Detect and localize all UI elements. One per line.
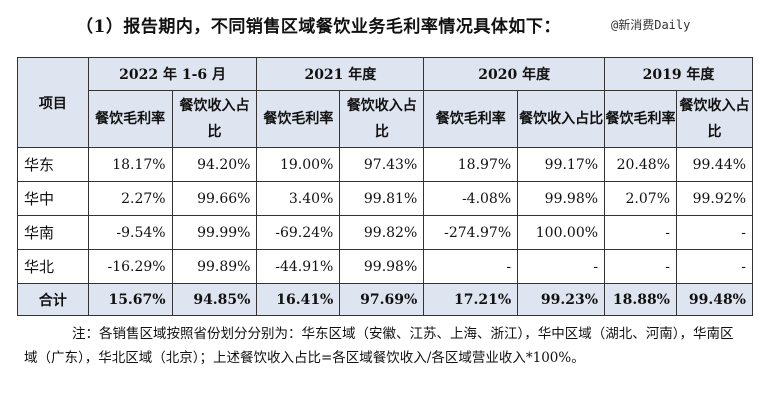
table-cell: -274.97% [423, 215, 519, 250]
table-cell: - [604, 215, 677, 250]
subheader-gross-margin: 餐饮毛利率 [604, 90, 677, 148]
table-cell: 99.82% [339, 215, 425, 250]
row-label: 华南 [17, 215, 89, 250]
table-row: 华中 2.27% 99.66% 3.40% 99.81% -4.08% 99.98% 2.07… [17, 181, 753, 216]
table-cell: -69.24% [256, 215, 341, 250]
table-cell: 97.69% [339, 283, 425, 316]
table-cell: 97.43% [339, 147, 425, 182]
table-cell: 100.00% [517, 215, 606, 250]
table-cell: 99.17% [517, 147, 606, 182]
table-cell: 99.66% [171, 181, 258, 216]
table-cell: 18.17% [87, 147, 173, 182]
table-cell: - [517, 249, 606, 284]
table-cell: 2.07% [604, 181, 677, 216]
row-label: 华中 [17, 181, 89, 216]
period-header: 2021 年度 [256, 57, 425, 91]
table-cell: - [676, 215, 753, 250]
period-header: 2020 年度 [423, 57, 606, 91]
table-cell: 18.88% [604, 283, 677, 316]
table-cell: 99.89% [171, 249, 258, 284]
row-label: 华东 [17, 147, 89, 182]
item-header: 项目 [17, 57, 89, 148]
table-cell: 2.27% [87, 181, 173, 216]
section-title: （1）报告期内，不同销售区域餐饮业务毛利率情况具体如下： [76, 17, 561, 37]
table-cell: 18.97% [423, 147, 519, 182]
subheader-revenue-share: 餐饮收入占比 [676, 90, 753, 148]
row-label: 合计 [17, 283, 89, 316]
table-cell: 99.44% [676, 147, 753, 182]
subheader-revenue-share: 餐饮收入占比 [171, 90, 258, 148]
table-cell: 16.41% [256, 283, 341, 316]
row-label: 华北 [17, 249, 89, 284]
watermark-label: @新消费Daily [611, 18, 691, 32]
subheader-gross-margin: 餐饮毛利率 [87, 90, 173, 148]
table-cell: -4.08% [423, 181, 519, 216]
table-cell: 99.98% [339, 249, 425, 284]
table-cell: 17.21% [423, 283, 519, 316]
period-header: 2019 年度 [604, 57, 753, 91]
gross-margin-table: 项目 2022 年 1-6 月 2021 年度 2020 年度 2019 年度 … [17, 57, 753, 316]
table-cell: 99.98% [517, 181, 606, 216]
table-row: 华东 18.17% 94.20% 19.00% 97.43% 18.97% 99.17% 20… [17, 147, 753, 182]
table-cell: 20.48% [604, 147, 677, 182]
table-cell: 19.00% [256, 147, 341, 182]
table-cell: 99.48% [676, 283, 753, 316]
table-cell: - [676, 249, 753, 284]
table-cell: 15.67% [87, 283, 173, 316]
table-cell: 99.92% [676, 181, 753, 216]
table-cell: - [423, 249, 519, 284]
table-cell: -9.54% [87, 215, 173, 250]
subheader-gross-margin: 餐饮毛利率 [256, 90, 341, 148]
table-cell: 3.40% [256, 181, 341, 216]
table-cell: 99.23% [517, 283, 606, 316]
table-cell: 99.99% [171, 215, 258, 250]
subheader-revenue-share: 餐饮收入占比 [517, 90, 606, 148]
table-row: 华南 -9.54% 99.99% -69.24% 99.82% -274.97% 100.0… [17, 215, 753, 250]
table-cell: 99.81% [339, 181, 425, 216]
subheader-revenue-share: 餐饮收入占比 [339, 90, 425, 148]
footnote: 注：各销售区域按照省份划分分别为：华东区域（安徽、江苏、上海、浙江），华中区域（… [24, 326, 734, 366]
table-cell: -16.29% [87, 249, 173, 284]
subheader-gross-margin: 餐饮毛利率 [423, 90, 519, 148]
table-cell: - [604, 249, 677, 284]
table-row: 华北 -16.29% 99.89% -44.91% 99.98% - - - - [17, 249, 753, 284]
total-row: 合计 15.67% 94.85% 16.41% 97.69% 17.21% 99… [17, 283, 753, 316]
table-cell: -44.91% [256, 249, 341, 284]
period-header: 2022 年 1-6 月 [87, 57, 258, 91]
table-cell: 94.20% [171, 147, 258, 182]
table-cell: 94.85% [171, 283, 258, 316]
